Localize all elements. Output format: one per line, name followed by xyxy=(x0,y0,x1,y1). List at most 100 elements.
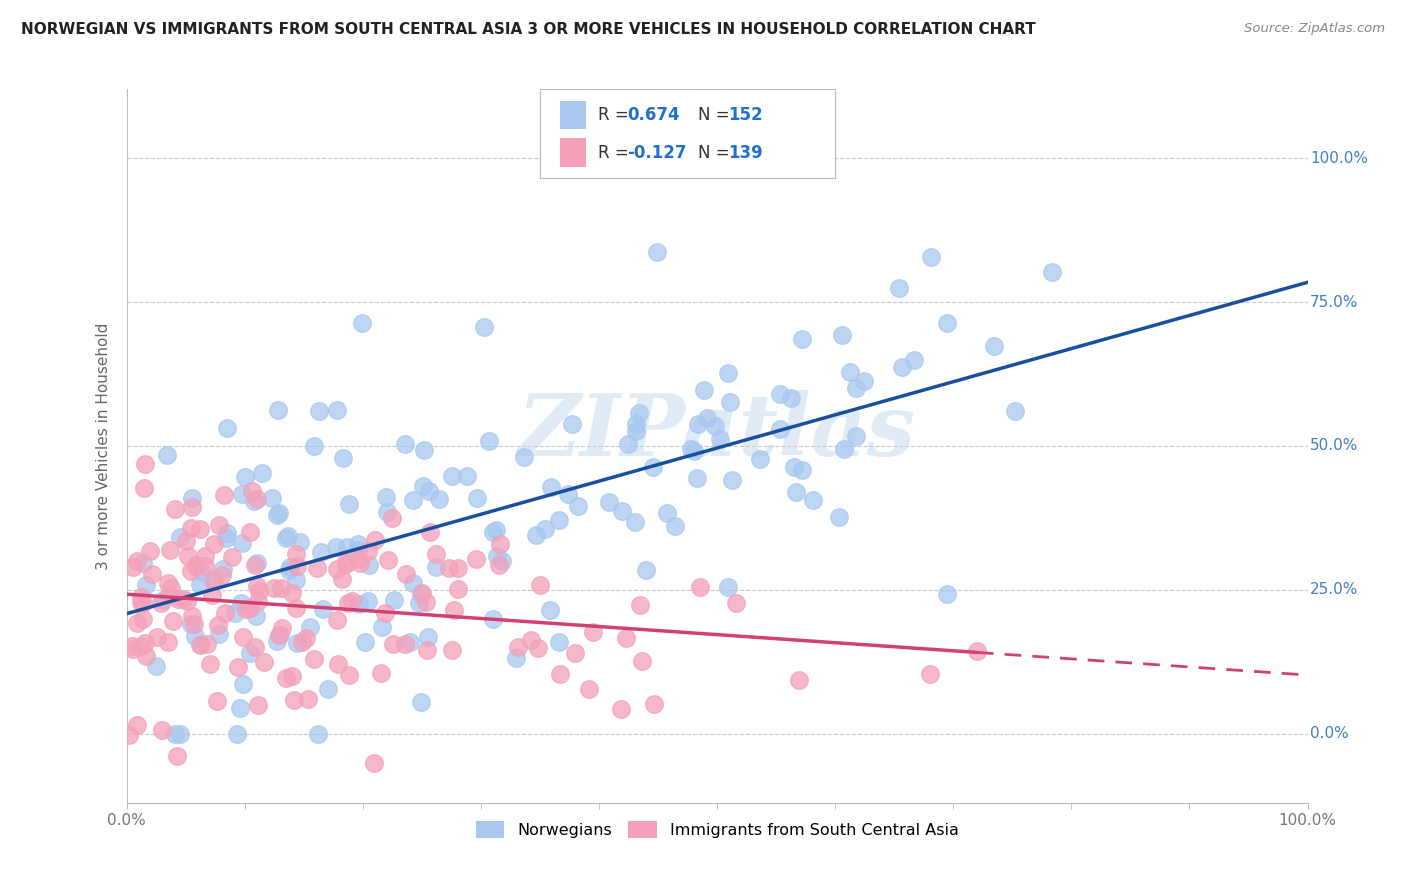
Point xyxy=(505,651,527,665)
Point xyxy=(159,543,181,558)
Point xyxy=(485,523,508,537)
Point xyxy=(246,491,269,506)
Point xyxy=(180,564,202,578)
Point xyxy=(612,504,634,518)
Point xyxy=(631,654,654,668)
Point xyxy=(166,748,188,763)
Point xyxy=(221,549,243,564)
Point xyxy=(246,556,269,570)
Point xyxy=(935,316,957,330)
Point xyxy=(564,646,586,660)
Point xyxy=(291,635,314,649)
Point xyxy=(464,552,486,566)
FancyBboxPatch shape xyxy=(560,101,586,129)
Point xyxy=(117,728,139,742)
Point xyxy=(411,587,433,601)
Point xyxy=(485,549,508,563)
Point xyxy=(263,582,285,596)
Point xyxy=(418,483,440,498)
Point xyxy=(402,576,425,591)
Point xyxy=(337,596,360,610)
Point xyxy=(163,501,186,516)
Point xyxy=(180,491,202,506)
Point xyxy=(285,636,308,650)
Point xyxy=(247,698,270,712)
Point xyxy=(278,563,301,577)
Point xyxy=(785,484,807,499)
Point xyxy=(783,460,806,475)
Point xyxy=(201,588,224,602)
Point xyxy=(408,596,430,610)
Point xyxy=(363,756,385,770)
Point xyxy=(132,557,155,571)
Point xyxy=(298,620,321,634)
Point xyxy=(491,554,513,568)
Point xyxy=(381,511,404,525)
Point xyxy=(247,594,270,608)
Point xyxy=(294,631,316,645)
Point xyxy=(364,533,387,548)
Point xyxy=(395,566,418,581)
Point xyxy=(624,417,647,432)
Point xyxy=(157,635,180,649)
Point xyxy=(194,549,217,563)
Point xyxy=(152,592,174,607)
Point xyxy=(200,657,222,671)
Point xyxy=(159,588,181,602)
Point xyxy=(1004,404,1026,418)
Point xyxy=(681,442,703,456)
Point xyxy=(132,596,155,610)
Point xyxy=(983,339,1005,353)
Point xyxy=(413,443,436,458)
Point xyxy=(141,567,163,582)
Point xyxy=(132,612,155,626)
Point xyxy=(616,437,638,451)
Point xyxy=(184,558,207,572)
Point xyxy=(720,473,742,487)
Point xyxy=(246,579,269,593)
Point xyxy=(465,491,488,505)
Point xyxy=(624,515,647,529)
Point xyxy=(188,522,211,536)
Point xyxy=(717,366,740,380)
Point xyxy=(252,467,274,481)
Point xyxy=(425,559,447,574)
Point xyxy=(689,580,711,594)
Point xyxy=(135,649,157,664)
Point xyxy=(718,395,741,409)
Point xyxy=(540,479,562,493)
Point xyxy=(624,425,647,439)
Point xyxy=(374,606,396,620)
Point xyxy=(610,702,633,716)
Text: R =: R = xyxy=(598,106,634,124)
Point xyxy=(346,543,368,558)
Point xyxy=(302,652,325,666)
Point xyxy=(232,676,254,690)
Point xyxy=(129,590,152,604)
Point xyxy=(132,481,155,495)
Point xyxy=(703,418,725,433)
Text: ZIPatlas: ZIPatlas xyxy=(517,390,917,474)
Point xyxy=(582,624,605,639)
Point xyxy=(129,595,152,609)
Point xyxy=(628,406,651,420)
Point xyxy=(832,442,855,457)
Point xyxy=(274,532,297,546)
Point xyxy=(336,541,359,555)
Point xyxy=(267,627,290,641)
Point xyxy=(548,667,571,681)
Point xyxy=(172,592,194,607)
Point xyxy=(180,521,202,535)
Point xyxy=(243,494,266,508)
Point xyxy=(716,581,738,595)
Point xyxy=(267,506,290,520)
Point xyxy=(207,617,229,632)
Point xyxy=(302,439,325,453)
Point xyxy=(657,506,679,520)
Point xyxy=(325,613,347,627)
Point xyxy=(838,365,860,379)
Point xyxy=(202,574,225,588)
Point xyxy=(749,452,772,467)
Point xyxy=(297,692,319,706)
Point xyxy=(134,457,156,471)
